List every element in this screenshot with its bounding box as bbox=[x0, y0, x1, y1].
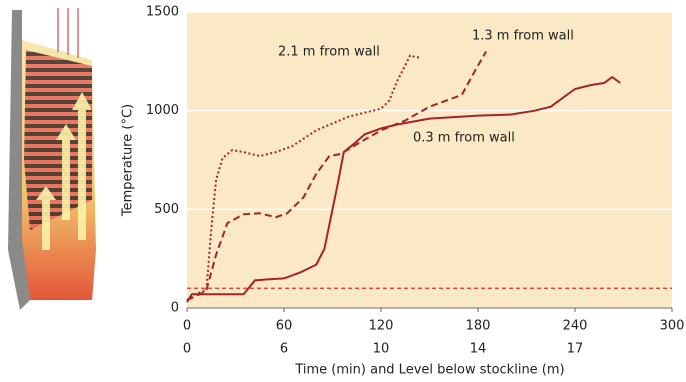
series-line bbox=[186, 51, 487, 302]
x2-tick-label: 6 bbox=[280, 342, 288, 357]
x-tick-label: 240 bbox=[563, 319, 588, 334]
x-tick-label: 180 bbox=[466, 319, 491, 334]
x-tick-label: 0 bbox=[183, 319, 191, 334]
series-label: 2.1 m from wall bbox=[278, 45, 380, 60]
y-tick-label: 500 bbox=[154, 202, 179, 217]
x2-tick-label: 17 bbox=[567, 342, 584, 357]
x-tick-label: 120 bbox=[369, 319, 394, 334]
x2-tick-label: 10 bbox=[373, 342, 390, 357]
y-tick-label: 0 bbox=[171, 301, 179, 316]
x-axis-label: Time (min) and Level below stockline (m) bbox=[294, 363, 564, 378]
probes bbox=[57, 8, 79, 58]
furnace-wall bbox=[8, 10, 30, 310]
y-tick-label: 1500 bbox=[146, 5, 179, 20]
y-tick-label: 1000 bbox=[146, 103, 179, 118]
gas-flow-arrows bbox=[36, 92, 92, 250]
series-line bbox=[186, 75, 621, 303]
furnace-illustration bbox=[8, 8, 96, 310]
series-label: 1.3 m from wall bbox=[472, 29, 574, 44]
series-label: 0.3 m from wall bbox=[413, 131, 515, 146]
series-line bbox=[186, 54, 422, 301]
x-tick-label: 60 bbox=[276, 319, 293, 334]
x2-tick-label: 0 bbox=[183, 342, 191, 357]
x2-tick-label: 14 bbox=[470, 342, 487, 357]
plot-area bbox=[187, 12, 672, 308]
y-axis-label: Temperature (°C) bbox=[121, 104, 136, 217]
x-tick-label: 300 bbox=[660, 319, 685, 334]
